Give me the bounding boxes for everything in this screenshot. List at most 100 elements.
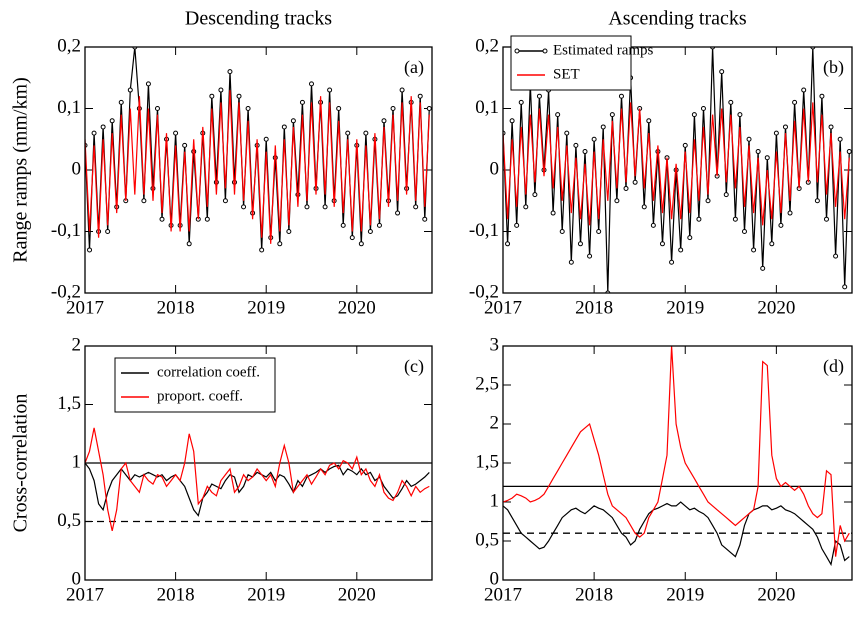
plot-area <box>503 346 850 567</box>
x-tick-label: 2018 <box>157 297 195 318</box>
point <box>814 198 820 204</box>
series-line <box>503 346 850 557</box>
y-tick-label: -0,2 <box>469 281 499 302</box>
point <box>623 185 629 191</box>
point <box>769 241 775 247</box>
panel: 0 0,5 1 1,5 2 2,5 3 2017 2018 2019 2020 (d) <box>475 334 853 605</box>
point <box>390 106 396 111</box>
point <box>281 124 287 130</box>
point <box>309 81 315 87</box>
point <box>719 69 725 75</box>
point <box>290 118 296 124</box>
point <box>587 253 593 259</box>
point <box>159 216 165 222</box>
y-tick-label: 0 <box>72 158 82 179</box>
series-line <box>503 102 850 226</box>
series-line <box>85 427 430 532</box>
y-tick-label: 1,5 <box>57 393 81 414</box>
point <box>828 124 834 130</box>
point <box>286 229 292 234</box>
point <box>678 247 684 253</box>
point <box>732 216 738 222</box>
x-tick-label: 2017 <box>66 297 104 318</box>
plot-frame <box>502 46 853 294</box>
point <box>700 106 706 111</box>
point <box>705 198 711 204</box>
point <box>682 142 688 148</box>
y-tick-label: 0 <box>490 568 500 589</box>
point <box>582 149 588 155</box>
point <box>728 99 734 105</box>
point <box>241 204 247 210</box>
x-tick-label: 2017 <box>66 584 104 605</box>
point <box>650 222 656 228</box>
point <box>259 247 265 253</box>
point <box>755 149 761 155</box>
plot-frame <box>502 345 853 581</box>
point <box>600 124 606 130</box>
point <box>555 112 561 118</box>
point <box>846 149 852 155</box>
point <box>792 99 798 105</box>
legend-marker <box>514 48 520 54</box>
point <box>299 99 305 105</box>
y-tick-label: -0,2 <box>51 281 81 302</box>
panel-label: (c) <box>404 356 424 377</box>
point <box>842 284 848 290</box>
point <box>182 142 188 148</box>
x-tick-label: 2019 <box>247 584 285 605</box>
point <box>349 235 355 241</box>
x-tick-label: 2018 <box>575 297 613 318</box>
point <box>764 155 770 161</box>
y-tick-label: 0,1 <box>57 97 81 118</box>
panel: -0,2 -0,1 0 0,1 0,2 2017 2018 2019 2020 Ascending… <box>469 8 853 318</box>
plot-frame <box>84 345 433 581</box>
point <box>399 87 405 93</box>
y-tick-label: 2 <box>72 334 82 355</box>
point <box>760 265 766 271</box>
x-tick-label: 2017 <box>484 297 522 318</box>
y-tick-label: 0,2 <box>57 35 81 56</box>
point <box>381 118 387 124</box>
point <box>577 241 583 247</box>
point <box>186 241 192 247</box>
point <box>632 179 638 185</box>
point <box>245 106 251 111</box>
point <box>109 118 115 124</box>
point <box>518 99 524 105</box>
y-tick-label: 2,5 <box>475 373 499 394</box>
point <box>413 204 419 210</box>
point <box>837 136 843 142</box>
x-tick-label: 2020 <box>338 584 376 605</box>
point <box>105 229 111 234</box>
point <box>505 241 511 247</box>
point <box>263 136 269 142</box>
point <box>746 136 752 142</box>
point <box>327 87 333 93</box>
point <box>614 198 620 204</box>
point <box>222 198 228 204</box>
point <box>277 241 283 247</box>
y-tick-label: -0,1 <box>469 220 499 241</box>
plot-frame <box>84 46 433 294</box>
panel-label: (b) <box>823 57 844 78</box>
point <box>591 136 597 142</box>
point <box>573 142 579 148</box>
point <box>417 93 423 99</box>
x-tick-label: 2020 <box>338 297 376 318</box>
y-tick-label: 0,5 <box>57 510 81 531</box>
point <box>218 87 224 93</box>
point <box>773 130 779 136</box>
x-tick-label: 2019 <box>247 297 285 318</box>
panel-title: Descending tracks <box>185 8 332 30</box>
point <box>559 229 565 234</box>
point <box>141 198 147 204</box>
point <box>618 93 624 99</box>
x-tick-label: 2020 <box>757 297 795 318</box>
legend-label: proport. coeff. <box>157 388 243 404</box>
plot-area <box>85 427 430 532</box>
point <box>304 204 310 210</box>
point <box>100 124 106 130</box>
y-tick-label: 0 <box>72 568 82 589</box>
x-tick-label: 2017 <box>484 584 522 605</box>
